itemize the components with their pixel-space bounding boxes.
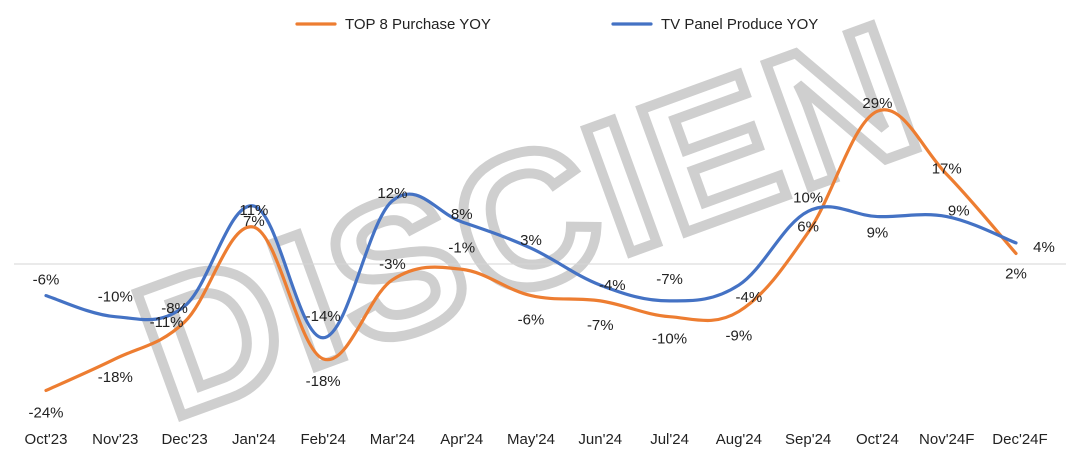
data-labels: -24% -18% -11% 7% -18% -3% -1% -6% -7% -10% -9% 6% 2… xyxy=(28,95,1054,421)
x-tick-label: May'24 xyxy=(507,431,555,448)
data-label: -7% xyxy=(656,271,683,288)
data-label: 9% xyxy=(948,203,970,220)
x-tick-label: Sep'24 xyxy=(785,431,831,448)
data-label: 17% xyxy=(932,160,962,177)
x-tick-label: Dec'24F xyxy=(992,431,1047,448)
x-tick-label: Oct'23 xyxy=(25,431,68,448)
series-lines xyxy=(44,108,1018,393)
series-line-tv-panel-produce xyxy=(44,192,1018,340)
x-tick-label: Jul'24 xyxy=(650,431,689,448)
data-label: -6% xyxy=(518,312,545,329)
data-label: 8% xyxy=(451,206,473,223)
legend: TOP 8 Purchase YOY TV Panel Produce YOY xyxy=(295,16,818,33)
x-tick-label: Mar'24 xyxy=(370,431,415,448)
data-label: 12% xyxy=(377,185,407,202)
data-label: 4% xyxy=(1033,239,1055,256)
x-axis-tick-labels: Oct'23 Nov'23 Dec'23 Jan'24 Feb'24 Mar'24 Apr'… xyxy=(25,431,1048,448)
data-label: -10% xyxy=(98,289,133,306)
data-label: 10% xyxy=(793,189,823,206)
series-line-top8-purchase xyxy=(44,108,1018,393)
data-label: 11% xyxy=(239,202,268,219)
data-label: -7% xyxy=(587,317,614,334)
data-label: -3% xyxy=(379,256,406,273)
data-label: -6% xyxy=(33,272,60,289)
data-label: 3% xyxy=(520,232,542,249)
data-label: 9% xyxy=(867,225,889,242)
data-label: 6% xyxy=(797,218,819,235)
data-label: -9% xyxy=(726,327,753,344)
data-label: -10% xyxy=(652,331,687,348)
data-label: -11% xyxy=(150,314,184,331)
watermark: DISCIEN xyxy=(107,0,953,459)
x-tick-label: Nov'23 xyxy=(92,431,138,448)
data-label: -18% xyxy=(306,373,341,390)
watermark-text: DISCIEN xyxy=(112,0,948,459)
data-label: -24% xyxy=(28,404,63,421)
x-tick-label: Feb'24 xyxy=(300,431,345,448)
x-tick-label: Aug'24 xyxy=(716,431,762,448)
x-tick-label: Dec'23 xyxy=(161,431,207,448)
data-label: 29% xyxy=(862,95,892,112)
data-label: -8% xyxy=(161,300,188,317)
data-label: -4% xyxy=(736,289,763,306)
x-tick-label: Oct'24 xyxy=(856,431,899,448)
x-tick-label: Nov'24F xyxy=(919,431,974,448)
data-label: -18% xyxy=(98,369,133,386)
legend-label: TV Panel Produce YOY xyxy=(661,16,818,33)
x-tick-label: Jun'24 xyxy=(578,431,622,448)
x-tick-label: Jan'24 xyxy=(232,431,276,448)
x-tick-label: Apr'24 xyxy=(440,431,483,448)
data-label: 2% xyxy=(1005,265,1027,282)
data-label: 7% xyxy=(243,213,265,230)
data-label: -1% xyxy=(448,239,475,256)
data-label: -14% xyxy=(306,308,341,325)
data-label: -4% xyxy=(599,277,626,294)
legend-label: TOP 8 Purchase YOY xyxy=(345,16,491,33)
